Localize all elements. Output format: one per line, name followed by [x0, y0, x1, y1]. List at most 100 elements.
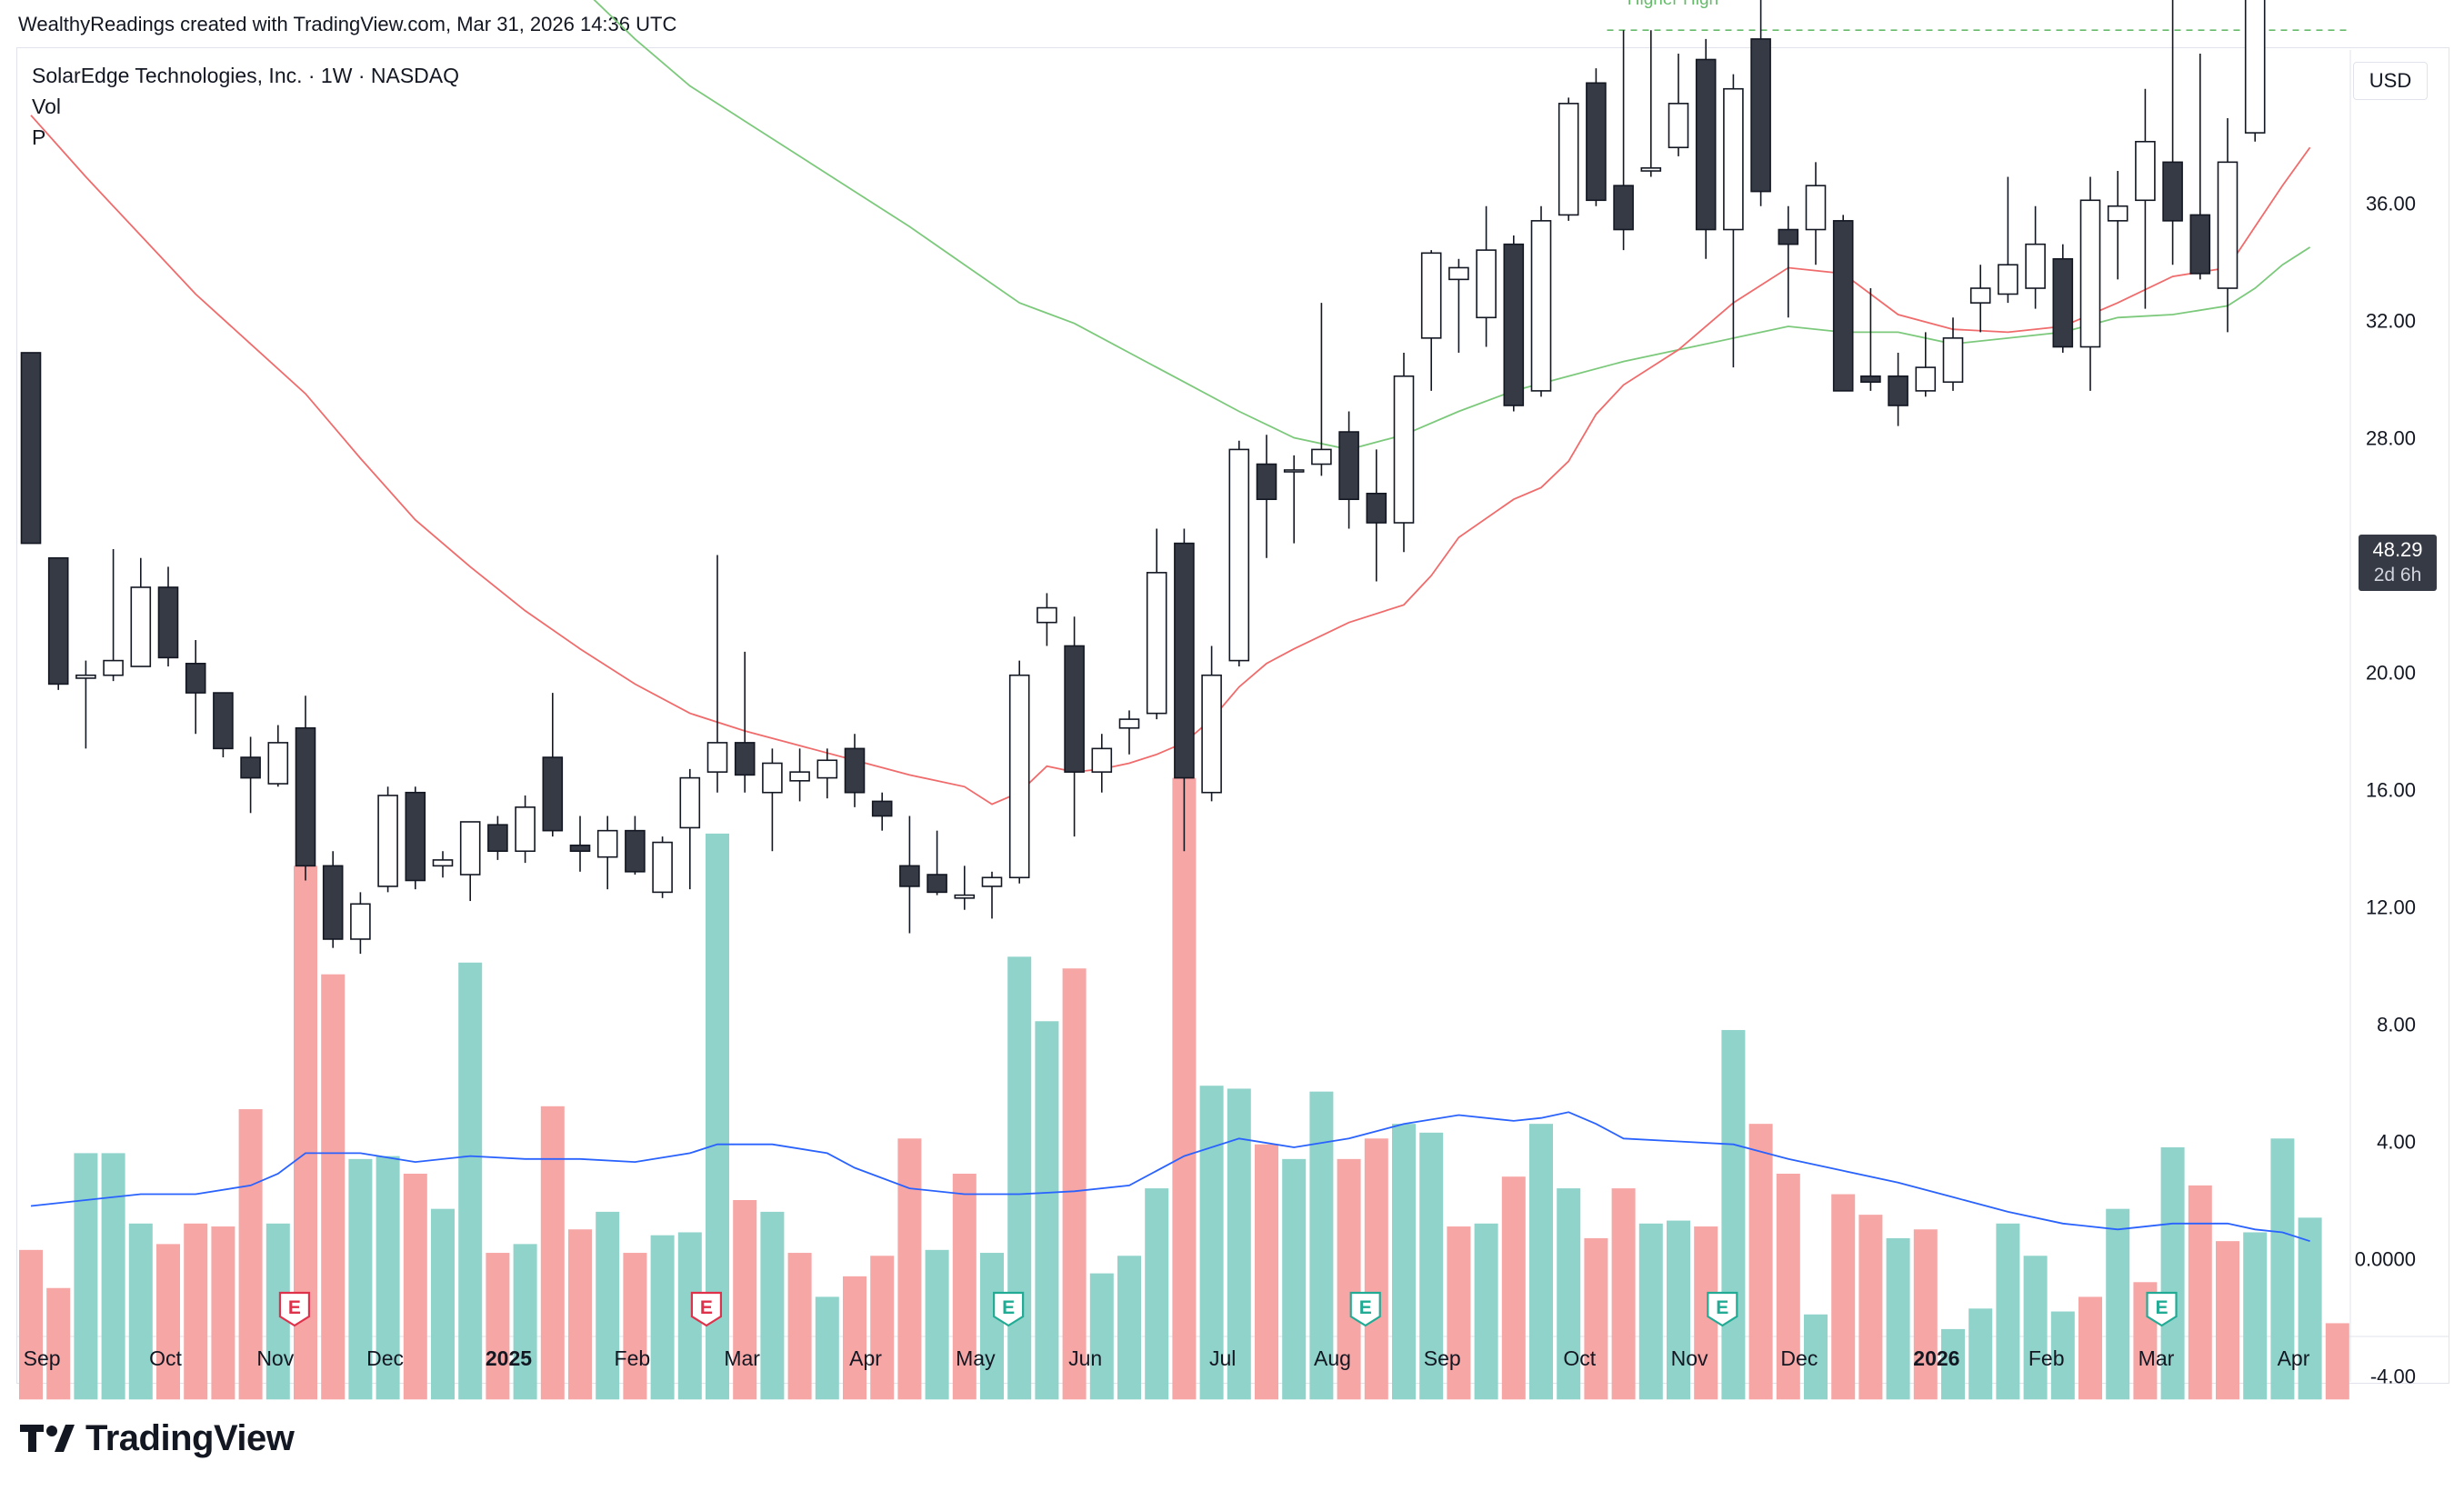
candle-body [2135, 140, 2156, 202]
candle [1256, 435, 1277, 558]
candle [1723, 74, 1744, 368]
volume-bar [952, 1173, 977, 1400]
volume-bar [1089, 1273, 1114, 1400]
candle-body [596, 829, 618, 858]
volume-bar [2023, 1256, 2048, 1400]
candle-body [1778, 228, 1799, 245]
candle [762, 748, 783, 852]
volume-bar [1776, 1173, 1800, 1400]
volume-bar [513, 1244, 537, 1400]
candle-body [1558, 103, 1579, 216]
volume-bar [2298, 1217, 2322, 1400]
earnings-marker: E [690, 1291, 723, 1327]
x-tick-label: Oct [1563, 1346, 1596, 1370]
volume-bar [623, 1253, 647, 1400]
candle-body [459, 821, 481, 876]
candle [1420, 250, 1442, 391]
volume-bar [1199, 1086, 1224, 1400]
candle [652, 836, 673, 898]
candle-body [1008, 674, 1030, 879]
volume-bar [760, 1211, 785, 1400]
candle-body [1613, 185, 1634, 231]
earnings-label: E [2156, 1297, 2169, 1318]
volume-bar [403, 1173, 427, 1400]
earnings-marker: E [993, 1291, 1025, 1327]
candle [47, 556, 69, 690]
candle-body [1476, 249, 1497, 319]
candle-body [20, 352, 42, 545]
candle [130, 557, 152, 667]
volume-bar [238, 1109, 263, 1400]
currency-button[interactable]: USD [2353, 62, 2428, 100]
candle [1860, 288, 1881, 391]
volume-bar [1721, 1029, 1746, 1400]
candle-body [1888, 375, 1908, 406]
candle-body [2162, 161, 2183, 222]
volume-bar [897, 1138, 922, 1400]
moving-averages [30, 0, 2311, 1243]
volume-bar [1145, 1188, 1169, 1400]
candle [734, 651, 756, 793]
indicator-legend[interactable]: P [32, 125, 46, 149]
earnings-flag-icon [278, 1291, 311, 1327]
candle [1613, 30, 1634, 251]
volume-bar [925, 1249, 949, 1400]
earnings-flag-icon [993, 1291, 1025, 1327]
candle-body [213, 692, 234, 750]
candle-body [1146, 572, 1167, 715]
candle-body [1695, 58, 1717, 231]
volume-bar [1913, 1229, 1938, 1400]
earnings-label: E [1359, 1297, 1372, 1318]
candle [1586, 68, 1607, 206]
x-tick-label: Dec [1780, 1346, 1818, 1370]
volume-bar [1804, 1314, 1828, 1400]
volume-bar [815, 1296, 839, 1400]
x-tick-label: Feb [615, 1346, 651, 1370]
volume-legend[interactable]: Vol [32, 95, 61, 118]
candle-body [1503, 243, 1525, 406]
x-tick-label: Nov [256, 1346, 294, 1370]
candle [2107, 171, 2128, 280]
candle [515, 795, 536, 864]
x-tick-label: Mar [724, 1346, 760, 1370]
candle [1832, 215, 1854, 392]
volume-bar [843, 1276, 866, 1400]
candle-body [899, 865, 920, 887]
candle-body [157, 586, 179, 659]
candle-body [1228, 448, 1250, 662]
candle [1118, 710, 1140, 755]
volume-bar [2216, 1241, 2239, 1400]
candle-body [927, 874, 947, 894]
candle-body [1860, 375, 1881, 384]
candle [103, 549, 124, 682]
x-tick-label: 2026 [1913, 1346, 1959, 1370]
candle [2079, 176, 2101, 391]
candle [1888, 352, 1908, 426]
symbol-legend[interactable]: SolarEdge Technologies, Inc. · 1W · NASD… [32, 64, 460, 87]
candle [240, 736, 261, 814]
candle [1805, 162, 1827, 265]
volume-bar [2243, 1232, 2268, 1400]
candle-body [350, 903, 371, 940]
volume-bar [321, 974, 346, 1400]
y-tick-label: 4.00 [2377, 1131, 2416, 1154]
x-tick-label: Aug [1314, 1346, 1351, 1370]
last-price: 48.29 [2372, 538, 2423, 561]
candle-body [1393, 375, 1415, 524]
tradingview-logo[interactable]: TradingView [20, 1418, 295, 1458]
ma-green-line [593, 0, 2311, 451]
candle [1503, 235, 1525, 412]
earnings-marker: E [278, 1291, 311, 1327]
volume-bar [156, 1244, 180, 1400]
volume-bar [1996, 1223, 2020, 1400]
candle [1174, 528, 1195, 852]
volume-bar [1117, 1256, 1141, 1400]
volume-bar [787, 1253, 812, 1400]
candle [1530, 205, 1552, 397]
higher-high-label: Higher High [1628, 0, 1718, 9]
y-tick-label: 32.00 [2366, 310, 2416, 333]
volume-bar [650, 1235, 675, 1400]
candle-body [625, 829, 646, 873]
candle [1969, 265, 1991, 333]
